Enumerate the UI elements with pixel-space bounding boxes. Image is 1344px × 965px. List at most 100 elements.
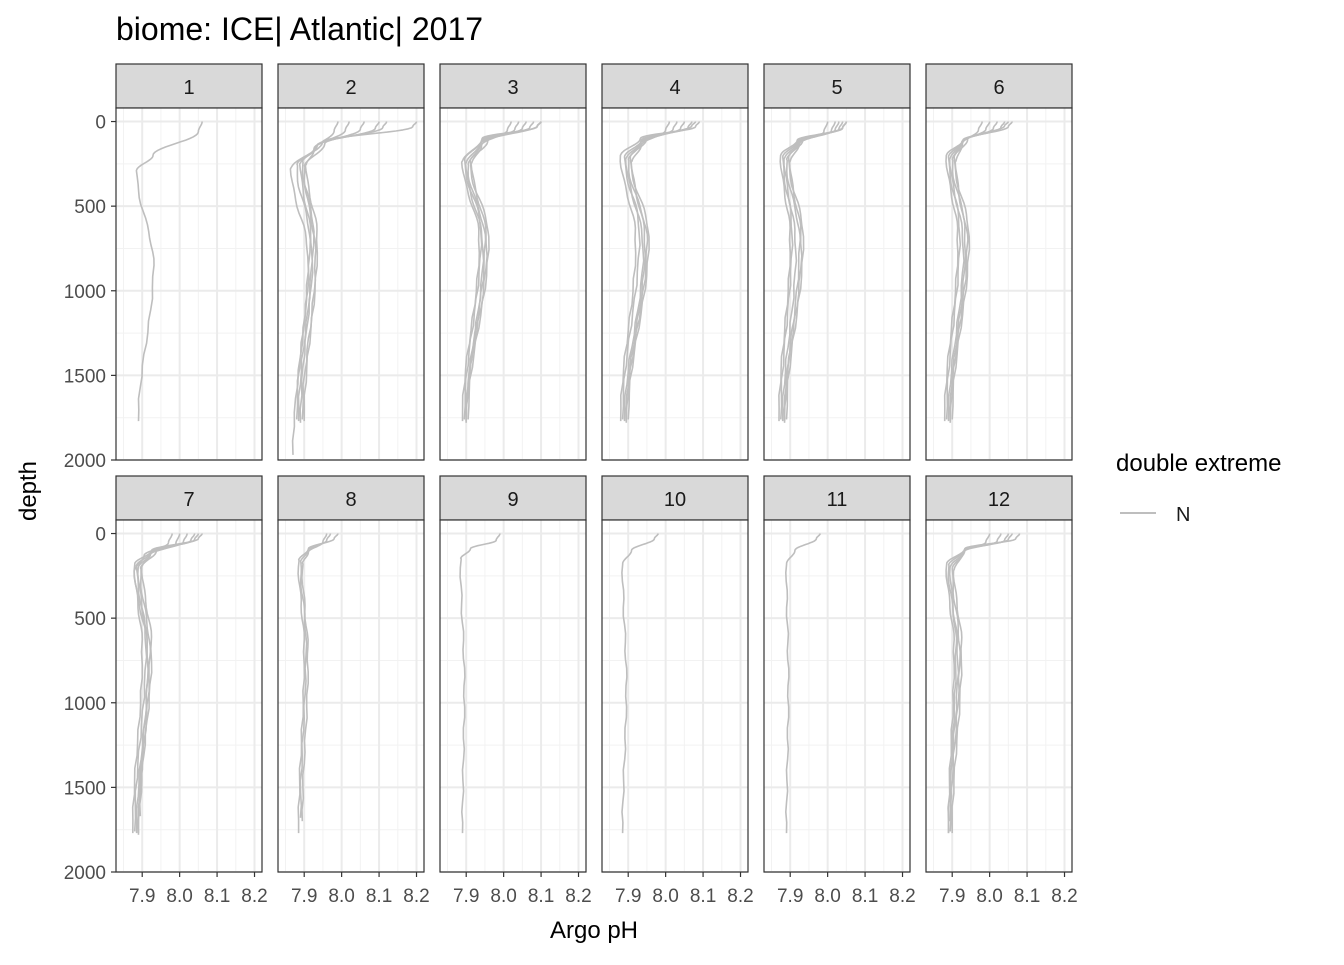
profile-line [947, 121, 998, 422]
profile-line [299, 121, 350, 423]
x-tick-label: 8.1 [366, 886, 392, 907]
facet-panel-5: 5 [763, 63, 911, 461]
profile-line [621, 121, 693, 420]
facet-strip-label: 10 [664, 489, 686, 511]
panel-border [601, 107, 749, 461]
x-tick-label: 8.0 [814, 886, 840, 907]
facet-panel-8: 8 7.9 8.0 8.1 8.2 [277, 475, 430, 907]
y-tick-label: 500 [74, 609, 106, 630]
legend: double extreme N [1116, 450, 1281, 526]
y-tick-label: 1000 [64, 694, 106, 715]
panel-border [115, 519, 263, 873]
y-tick-label: 2000 [64, 863, 106, 884]
profile-line [625, 121, 671, 422]
y-tick-label: 1500 [64, 366, 106, 387]
x-tick-label: 8.1 [852, 886, 878, 907]
facet-strip [115, 475, 263, 521]
facet-panel-9: 9 7.9 8.0 8.1 8.2 [439, 475, 592, 907]
panel-border [925, 519, 1073, 873]
facet-strip-label: 11 [827, 489, 848, 511]
panel-border [277, 519, 425, 873]
x-tick-label: 7.9 [939, 886, 965, 907]
x-tick-label: 8.0 [166, 886, 192, 907]
facet-strip [763, 475, 911, 521]
x-tick-label: 7.9 [129, 886, 155, 907]
x-tick-label: 8.2 [727, 886, 753, 907]
facet-strip [277, 63, 425, 109]
panel-background [440, 108, 586, 460]
x-tick-label: 7.9 [615, 886, 641, 907]
y-tick-label: 0 [95, 525, 106, 546]
facet-strip-label: 3 [507, 77, 518, 99]
profile-line [297, 533, 339, 834]
facet-strip-label: 9 [507, 489, 518, 511]
x-tick-label: 8.0 [328, 886, 354, 907]
x-tick-label: 8.0 [652, 886, 678, 907]
facet-strip-label: 4 [669, 77, 680, 99]
profile-line [465, 121, 512, 422]
profile-line [947, 533, 1010, 834]
profile-line [780, 121, 844, 420]
facet-panel-1: 1 0 500 1000 1500 2000 [64, 63, 263, 472]
x-tick-label: 8.2 [403, 886, 429, 907]
x-tick-label: 8.1 [1014, 886, 1040, 907]
panel-background [602, 520, 748, 872]
panel-border [763, 519, 911, 873]
profile-line [627, 121, 697, 420]
panel-border [439, 519, 587, 873]
panel-border [601, 519, 749, 873]
facet-strip-label: 1 [183, 77, 194, 99]
panel-border [925, 107, 1073, 461]
x-tick-label: 8.0 [976, 886, 1002, 907]
profile-line [947, 533, 1013, 822]
facet-strip-label: 5 [831, 77, 842, 99]
profile-line [951, 533, 991, 834]
panel-background [278, 520, 424, 872]
profile-line [623, 121, 686, 422]
facet-panel-6: 6 [925, 63, 1073, 461]
y-tick-label: 500 [74, 197, 106, 218]
y-axis-title: depth [15, 461, 42, 521]
y-tick-label: 2000 [64, 451, 106, 472]
facet-strip-label: 6 [993, 77, 1004, 99]
profile-line [464, 121, 527, 422]
profile-line [784, 533, 821, 834]
panel-border [763, 107, 911, 461]
profile-line [303, 121, 339, 422]
facet-panel-11: 11 7.9 8.0 8.1 8.2 [763, 475, 916, 907]
profile-line [949, 533, 1002, 832]
profile-line [619, 121, 701, 422]
facet-strip-label: 12 [988, 489, 1010, 511]
panel-border [277, 107, 425, 461]
facet-strip [439, 475, 587, 521]
x-tick-label: 8.2 [889, 886, 915, 907]
profile-line [139, 533, 200, 817]
profile-line [621, 533, 659, 834]
x-tick-label: 7.9 [291, 886, 317, 907]
x-tick-label: 8.2 [241, 886, 267, 907]
x-tick-label: 7.9 [777, 886, 803, 907]
panel-background [116, 108, 262, 460]
facet-strip [601, 63, 749, 109]
y-tick-label: 1500 [64, 778, 106, 799]
y-tick-label: 1000 [64, 282, 106, 303]
profile-line [943, 121, 1013, 422]
x-tick-label: 8.1 [690, 886, 716, 907]
facet-strip [115, 63, 263, 109]
facet-panel-2: 2 [277, 63, 425, 461]
x-tick-label: 8.2 [565, 886, 591, 907]
profile-line [463, 121, 535, 420]
x-axis-title: Argo pH [550, 917, 638, 944]
profile-line [781, 121, 840, 422]
facet-strip [439, 63, 587, 109]
profile-line [133, 533, 173, 834]
facet-strip [601, 475, 749, 521]
x-tick-label: 8.0 [490, 886, 516, 907]
x-tick-label: 8.1 [528, 886, 554, 907]
facet-panel-10: 10 7.9 8.0 8.1 8.2 [601, 475, 754, 907]
profile-line [945, 121, 1006, 420]
x-tick-label: 7.9 [453, 886, 479, 907]
profile-line [949, 121, 983, 422]
